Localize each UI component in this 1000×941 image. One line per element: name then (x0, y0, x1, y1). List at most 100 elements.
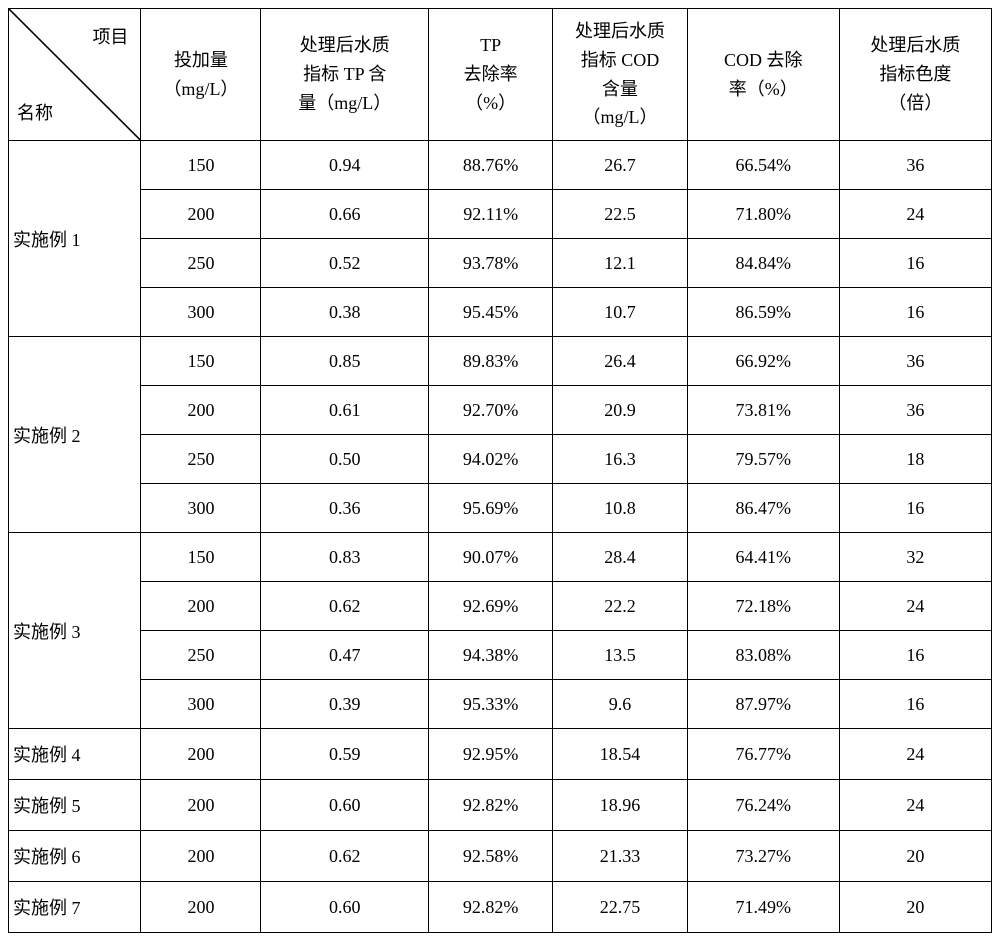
cell-dose: 200 (141, 190, 261, 239)
cell-tprate: 88.76% (429, 141, 553, 190)
cell-cod: 28.4 (553, 533, 688, 582)
cell-cod: 26.7 (553, 141, 688, 190)
cell-tprate: 95.69% (429, 484, 553, 533)
cell-dose: 150 (141, 141, 261, 190)
cell-tp: 0.52 (261, 239, 429, 288)
cell-dose: 150 (141, 533, 261, 582)
cell-tp: 0.60 (261, 882, 429, 933)
cell-cod: 10.8 (553, 484, 688, 533)
cell-tp: 0.47 (261, 631, 429, 680)
cell-cod: 21.33 (553, 831, 688, 882)
table-row: 2500.4794.38%13.583.08%16 (9, 631, 992, 680)
cell-codrate: 86.59% (687, 288, 839, 337)
cell-dose: 200 (141, 882, 261, 933)
cell-color: 32 (839, 533, 991, 582)
table-row: 实施例 42000.5992.95%18.5476.77%24 (9, 729, 992, 780)
cell-color: 16 (839, 484, 991, 533)
header-tp-content: 处理后水质指标 TP 含量（mg/L） (261, 9, 429, 141)
cell-tp: 0.66 (261, 190, 429, 239)
cell-codrate: 83.08% (687, 631, 839, 680)
cell-tp: 0.60 (261, 780, 429, 831)
table-row: 实施例 52000.6092.82%18.9676.24%24 (9, 780, 992, 831)
cell-tprate: 93.78% (429, 239, 553, 288)
cell-color: 24 (839, 190, 991, 239)
cell-codrate: 76.77% (687, 729, 839, 780)
header-tp-rate: TP去除率（%） (429, 9, 553, 141)
cell-tp: 0.62 (261, 582, 429, 631)
cell-codrate: 86.47% (687, 484, 839, 533)
cell-tp: 0.61 (261, 386, 429, 435)
table-row: 3000.3895.45%10.786.59%16 (9, 288, 992, 337)
cell-tprate: 90.07% (429, 533, 553, 582)
cell-cod: 20.9 (553, 386, 688, 435)
cell-codrate: 73.27% (687, 831, 839, 882)
cell-tp: 0.36 (261, 484, 429, 533)
cell-cod: 22.75 (553, 882, 688, 933)
cell-codrate: 66.92% (687, 337, 839, 386)
cell-cod: 22.5 (553, 190, 688, 239)
cell-tprate: 95.33% (429, 680, 553, 729)
cell-dose: 300 (141, 680, 261, 729)
cell-cod: 12.1 (553, 239, 688, 288)
cell-dose: 200 (141, 582, 261, 631)
cell-color: 16 (839, 631, 991, 680)
cell-cod: 18.54 (553, 729, 688, 780)
group-name-cell: 实施例 2 (9, 337, 141, 533)
cell-tprate: 92.82% (429, 780, 553, 831)
cell-dose: 250 (141, 239, 261, 288)
cell-tp: 0.39 (261, 680, 429, 729)
cell-codrate: 73.81% (687, 386, 839, 435)
group-name-cell: 实施例 5 (9, 780, 141, 831)
header-cod-content: 处理后水质指标 COD含量（mg/L） (553, 9, 688, 141)
cell-tp: 0.62 (261, 831, 429, 882)
table-row: 2500.5293.78%12.184.84%16 (9, 239, 992, 288)
cell-codrate: 64.41% (687, 533, 839, 582)
header-dosage: 投加量（mg/L） (141, 9, 261, 141)
cell-dose: 300 (141, 288, 261, 337)
cell-cod: 9.6 (553, 680, 688, 729)
cell-dose: 150 (141, 337, 261, 386)
cell-tprate: 92.58% (429, 831, 553, 882)
group-name-cell: 实施例 4 (9, 729, 141, 780)
cell-tprate: 89.83% (429, 337, 553, 386)
cell-cod: 18.96 (553, 780, 688, 831)
header-row: 项目 名称 投加量（mg/L） 处理后水质指标 TP 含量（mg/L） TP去除… (9, 9, 992, 141)
cell-tp: 0.38 (261, 288, 429, 337)
cell-tprate: 94.38% (429, 631, 553, 680)
cell-dose: 200 (141, 729, 261, 780)
cell-tp: 0.94 (261, 141, 429, 190)
table-row: 2000.6292.69%22.272.18%24 (9, 582, 992, 631)
cell-color: 16 (839, 288, 991, 337)
cell-codrate: 66.54% (687, 141, 839, 190)
table-row: 实施例 72000.6092.82%22.7571.49%20 (9, 882, 992, 933)
cell-codrate: 71.49% (687, 882, 839, 933)
cell-color: 20 (839, 831, 991, 882)
cell-color: 16 (839, 680, 991, 729)
cell-color: 36 (839, 337, 991, 386)
cell-dose: 250 (141, 435, 261, 484)
cell-codrate: 87.97% (687, 680, 839, 729)
table-row: 3000.3695.69%10.886.47%16 (9, 484, 992, 533)
cell-codrate: 76.24% (687, 780, 839, 831)
cell-dose: 300 (141, 484, 261, 533)
table-row: 2000.6692.11%22.571.80%24 (9, 190, 992, 239)
group-name-cell: 实施例 6 (9, 831, 141, 882)
table-row: 3000.3995.33%9.687.97%16 (9, 680, 992, 729)
cell-tp: 0.50 (261, 435, 429, 484)
cell-color: 16 (839, 239, 991, 288)
cell-cod: 22.2 (553, 582, 688, 631)
cell-cod: 26.4 (553, 337, 688, 386)
cell-cod: 10.7 (553, 288, 688, 337)
header-name-label: 名称 (17, 99, 53, 128)
group-name-cell: 实施例 3 (9, 533, 141, 729)
header-color: 处理后水质指标色度（倍） (839, 9, 991, 141)
group-name-cell: 实施例 1 (9, 141, 141, 337)
cell-codrate: 71.80% (687, 190, 839, 239)
experiment-data-table: 项目 名称 投加量（mg/L） 处理后水质指标 TP 含量（mg/L） TP去除… (8, 8, 992, 933)
cell-tprate: 92.69% (429, 582, 553, 631)
table-row: 实施例 62000.6292.58%21.3373.27%20 (9, 831, 992, 882)
table-row: 2500.5094.02%16.379.57%18 (9, 435, 992, 484)
cell-tprate: 92.70% (429, 386, 553, 435)
group-name-cell: 实施例 7 (9, 882, 141, 933)
cell-color: 24 (839, 582, 991, 631)
